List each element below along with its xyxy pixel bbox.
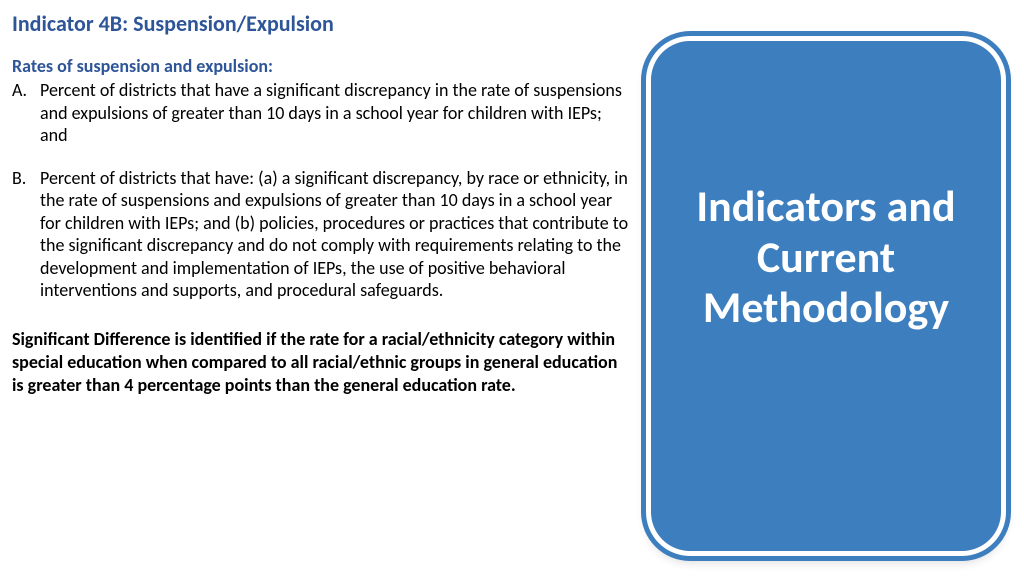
list-marker: B. xyxy=(12,167,40,190)
slide: Indicator 4B: Suspension/Expulsion Rates… xyxy=(0,0,1024,576)
slide-subtitle: Rates of suspension and expulsion: xyxy=(12,55,632,77)
significant-difference-note: Significant Difference is identified if … xyxy=(12,328,632,398)
list-body: Percent of districts that have: (a) a si… xyxy=(40,167,632,302)
list-body: Percent of districts that have a signifi… xyxy=(40,79,632,147)
list-marker: A. xyxy=(12,79,40,102)
side-card-title: Indicators and Current Methodology xyxy=(651,181,1001,333)
definition-list: A. Percent of districts that have a sign… xyxy=(12,79,632,302)
side-card: Indicators and Current Methodology xyxy=(646,36,1006,556)
list-item: B. Percent of districts that have: (a) a… xyxy=(12,167,632,302)
slide-title: Indicator 4B: Suspension/Expulsion xyxy=(12,10,632,37)
list-item: A. Percent of districts that have a sign… xyxy=(12,79,632,147)
left-column: Indicator 4B: Suspension/Expulsion Rates… xyxy=(12,10,642,398)
